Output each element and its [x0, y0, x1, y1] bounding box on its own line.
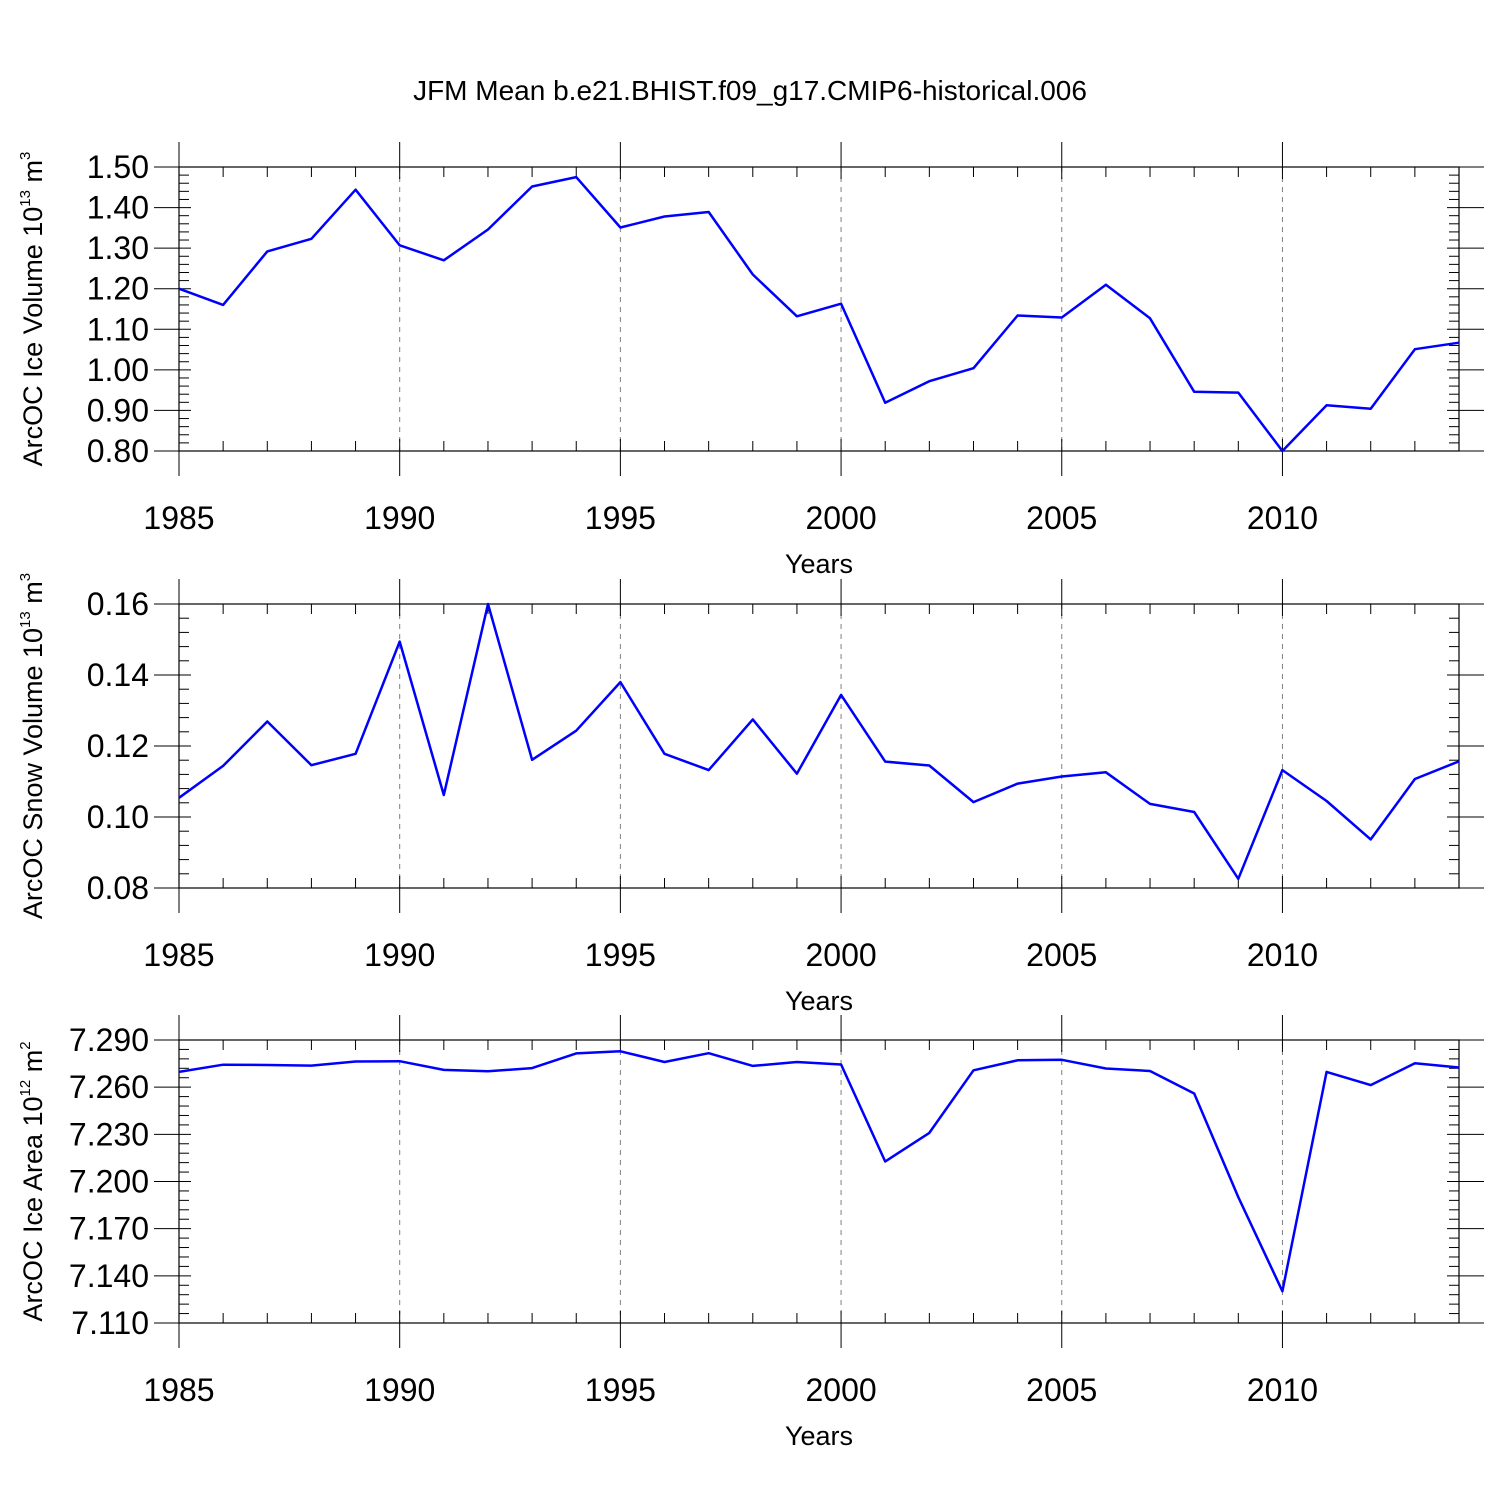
panel-1: 1985 1990 1995 2000 2005 2010 Years 0.80 0.90 1.0…	[17, 142, 1484, 579]
y-axis-label: ArcOC Ice Volume 1013 m3	[17, 152, 48, 467]
x-tick-label-1990: 1990	[364, 937, 435, 973]
series-line	[178, 175, 1460, 453]
y-tick-label-0.90: 0.90	[87, 392, 149, 428]
y-tick-label-1.30: 1.30	[87, 230, 149, 266]
y-tick-label-7.230: 7.230	[69, 1116, 149, 1152]
x-tick-label-1995: 1995	[585, 500, 656, 536]
plot-frame	[178, 1039, 1460, 1324]
x-tick-label-1990: 1990	[364, 1372, 435, 1408]
y-tick-label-7.110: 7.110	[71, 1305, 149, 1341]
y-tick-label-0.12: 0.12	[87, 728, 149, 764]
y-tick-label-7.170: 7.170	[69, 1211, 149, 1247]
x-tick-label-1995: 1995	[585, 1372, 656, 1408]
x-tick-label-2010: 2010	[1247, 937, 1318, 973]
y-axis-label: ArcOC Ice Area 1012 m2	[17, 1041, 48, 1321]
y-tick-label-0.08: 0.08	[87, 870, 149, 906]
panel-3: 1985 1990 1995 2000 2005 2010 Years 7.110 7.140 7…	[17, 1015, 1484, 1451]
x-tick-label-2010: 2010	[1247, 500, 1318, 536]
y-axis-label: ArcOC Snow Volume 1013 m3	[17, 573, 48, 919]
x-tick-label-1985: 1985	[143, 500, 214, 536]
plot-frame	[178, 603, 1460, 889]
panel-2: 1985 1990 1995 2000 2005 2010 Years 0.08 0.10 0.1…	[17, 573, 1484, 1016]
x-tick-label-2005: 2005	[1026, 500, 1097, 536]
y-tick-label-7.290: 7.290	[69, 1022, 149, 1058]
y-tick-label-1.10: 1.10	[87, 311, 149, 347]
series-line	[178, 1050, 1460, 1293]
y-tick-label-7.140: 7.140	[69, 1258, 149, 1294]
y-tick-label-0.14: 0.14	[87, 657, 149, 693]
y-tick-label-0.10: 0.10	[87, 799, 149, 835]
x-tick-label-1990: 1990	[364, 500, 435, 536]
x-tick-label-2010: 2010	[1247, 1372, 1318, 1408]
panels: 1985 1990 1995 2000 2005 2010 Years 0.80 0.90 1.0…	[17, 142, 1484, 1451]
x-tick-label-1985: 1985	[143, 1372, 214, 1408]
y-tick-label-1.00: 1.00	[87, 352, 149, 388]
y-tick-label-1.40: 1.40	[87, 190, 149, 226]
y-tick-label-0.80: 0.80	[87, 433, 149, 469]
x-tick-label-1995: 1995	[585, 937, 656, 973]
x-tick-label-2000: 2000	[805, 1372, 876, 1408]
x-tick-label-2005: 2005	[1026, 1372, 1097, 1408]
x-tick-label-2000: 2000	[805, 937, 876, 973]
x-tick-label-2005: 2005	[1026, 937, 1097, 973]
x-axis-label: Years	[785, 986, 853, 1016]
y-tick-label-1.20: 1.20	[87, 271, 149, 307]
y-tick-label-1.50: 1.50	[87, 149, 149, 185]
x-tick-label-2000: 2000	[805, 500, 876, 536]
plot-frame	[178, 166, 1460, 452]
series-line	[178, 602, 1460, 881]
x-axis-label: Years	[785, 549, 853, 579]
x-tick-label-1985: 1985	[143, 937, 214, 973]
y-tick-label-7.260: 7.260	[69, 1069, 149, 1105]
y-tick-label-0.16: 0.16	[87, 586, 149, 622]
chart-title: JFM Mean b.e21.BHIST.f09_g17.CMIP6-histo…	[413, 75, 1087, 106]
x-axis-label: Years	[785, 1421, 853, 1451]
y-tick-label-7.200: 7.200	[69, 1164, 149, 1200]
